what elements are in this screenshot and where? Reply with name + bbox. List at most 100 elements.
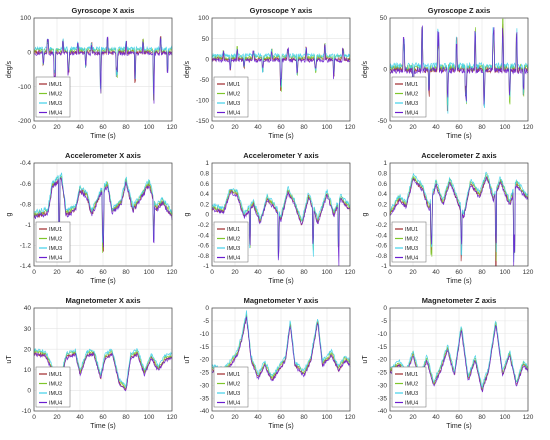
subplot-6: Accelerometer Z axis 0 20 40 60 80 100 120 -1 -0.…	[362, 151, 534, 285]
x-tick-label: 100	[500, 414, 511, 421]
y-tick-label: -40	[378, 408, 388, 415]
x-tick-label: 120	[523, 269, 534, 276]
legend-label: IMU1	[227, 372, 240, 378]
x-axis-label: Time (s)	[268, 278, 293, 285]
legend-label: IMU4	[49, 401, 62, 407]
x-tick-label: 60	[99, 414, 107, 421]
legend-label: IMU3	[227, 101, 240, 107]
x-tick-label: 60	[277, 269, 285, 276]
legend: IMU1 IMU2 IMU3 IMU4	[391, 76, 427, 118]
series-line-imu2	[33, 37, 173, 101]
axes-frame	[33, 17, 173, 122]
x-tick-label: 80	[122, 414, 130, 421]
subplot-title: Accelerometer Z axis	[421, 151, 496, 160]
x-tick-label: 60	[455, 269, 463, 276]
x-tick-label: 0	[210, 414, 214, 421]
series-line-imu4	[33, 177, 173, 254]
x-tick-label: 0	[388, 269, 392, 276]
axes-frame	[389, 307, 529, 412]
legend-label: IMU1	[227, 227, 240, 233]
y-tick-label: 0	[27, 388, 31, 395]
legend-label: IMU2	[49, 237, 62, 243]
y-tick-label: -0.8	[20, 201, 32, 208]
y-tick-label: 50	[202, 36, 210, 43]
x-tick-label: 0	[388, 124, 392, 131]
subplot-4: Accelerometer X axis 0 20 40 60 80 100 120 -1.4 -…	[6, 151, 178, 285]
x-tick-label: 40	[432, 269, 440, 276]
axes-frame	[211, 307, 351, 412]
x-tick-label: 0	[388, 414, 392, 421]
y-tick-label: 40	[24, 305, 32, 312]
legend-label: IMU2	[405, 92, 418, 98]
y-tick-label: -1	[203, 263, 209, 270]
y-tick-label: -5	[203, 318, 209, 325]
series-line-imu4	[389, 325, 529, 393]
x-tick-label: 60	[277, 124, 285, 131]
x-tick-label: 100	[500, 269, 511, 276]
y-tick-label: -0.8	[198, 253, 210, 260]
y-tick-label: -20	[200, 357, 210, 364]
legend-label: IMU4	[405, 401, 418, 407]
axes-frame	[211, 17, 351, 122]
legend-label: IMU3	[227, 391, 240, 397]
y-tick-label: 0	[383, 67, 387, 74]
y-tick-label: -30	[200, 382, 210, 389]
x-tick-label: 20	[53, 414, 61, 421]
y-tick-label: -30	[378, 382, 388, 389]
x-tick-label: 120	[167, 414, 178, 421]
axes-frame	[211, 162, 351, 267]
legend-label: IMU1	[405, 82, 418, 88]
series-line-imu4	[211, 316, 351, 382]
legend-label: IMU3	[49, 391, 62, 397]
y-tick-label: 1	[383, 160, 387, 167]
y-axis-label: uT	[184, 355, 191, 364]
y-tick-label: -15	[200, 344, 210, 351]
x-axis-label: Time (s)	[268, 423, 293, 430]
y-axis-label: deg/s	[184, 60, 191, 78]
series-line-imu3	[211, 186, 351, 259]
y-tick-label: -35	[378, 395, 388, 402]
y-axis-label: uT	[6, 355, 13, 364]
legend-label: IMU2	[405, 382, 418, 388]
legend-label: IMU4	[227, 401, 240, 407]
y-tick-label: -1.2	[20, 243, 32, 250]
y-tick-label: 0	[205, 212, 209, 219]
y-tick-label: -100	[18, 84, 31, 91]
y-tick-label: 100	[198, 15, 209, 22]
legend-label: IMU4	[49, 256, 62, 262]
y-tick-label: -200	[18, 118, 31, 125]
legend: IMU1 IMU2 IMU3 IMU4	[35, 76, 71, 118]
x-tick-label: 0	[32, 269, 36, 276]
y-tick-label: -50	[378, 118, 388, 125]
y-tick-label: -20	[378, 357, 388, 364]
legend: IMU1 IMU2 IMU3 IMU4	[213, 366, 249, 408]
x-tick-label: 80	[122, 269, 130, 276]
x-tick-label: 40	[432, 414, 440, 421]
legend: IMU1 IMU2 IMU3 IMU4	[35, 366, 71, 408]
legend: IMU1 IMU2 IMU3 IMU4	[213, 76, 249, 118]
x-axis-label: Time (s)	[446, 133, 471, 140]
y-tick-label: -0.6	[20, 181, 32, 188]
y-tick-label: 0.4	[378, 191, 387, 198]
y-axis-label: deg/s	[6, 60, 13, 78]
y-tick-label: 0.6	[200, 181, 209, 188]
y-axis-label: uT	[362, 355, 369, 364]
legend-label: IMU1	[405, 227, 418, 233]
x-tick-label: 60	[455, 414, 463, 421]
y-tick-label: -40	[200, 408, 210, 415]
x-tick-label: 80	[478, 414, 486, 421]
x-tick-label: 120	[345, 414, 356, 421]
x-tick-label: 0	[32, 414, 36, 421]
axes-frame	[33, 162, 173, 267]
x-tick-label: 80	[478, 269, 486, 276]
y-tick-label: 20	[24, 346, 32, 353]
subplot-title: Gyroscope Y axis	[250, 6, 313, 15]
x-tick-label: 100	[144, 124, 155, 131]
x-axis-label: Time (s)	[446, 278, 471, 285]
legend-label: IMU1	[49, 82, 62, 88]
x-tick-label: 40	[76, 414, 84, 421]
y-tick-label: 0.6	[378, 181, 387, 188]
y-tick-label: -35	[200, 395, 210, 402]
y-tick-label: -1	[381, 263, 387, 270]
